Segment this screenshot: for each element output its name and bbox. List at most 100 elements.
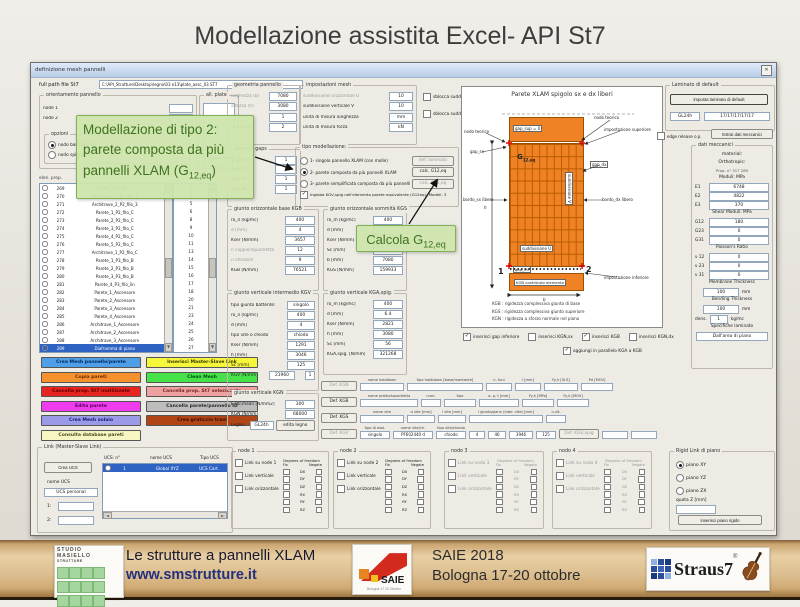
spessori-field[interactable]: 17/17/17/17/17	[704, 112, 770, 121]
prop-row-radio[interactable]	[42, 241, 48, 247]
checkbox[interactable]	[423, 110, 431, 118]
field-value[interactable]: 400	[285, 216, 315, 225]
prop-list-row[interactable]: 278 Parete_1_P3_filo_B	[40, 256, 164, 264]
fix-checkbox[interactable]	[283, 469, 290, 476]
negate-checkbox[interactable]	[417, 499, 424, 506]
scroll-right-icon[interactable]: ►	[218, 512, 227, 519]
quota-field[interactable]	[676, 505, 716, 514]
negate-checkbox[interactable]	[316, 484, 323, 491]
field[interactable]	[486, 383, 512, 392]
ucs-1-field[interactable]	[58, 502, 94, 511]
fix-checkbox[interactable]	[283, 484, 290, 491]
membrane-field[interactable]: 100	[703, 288, 739, 297]
field[interactable]: chiodo	[436, 431, 466, 440]
ucs-list-row[interactable]: 1 Global XYZ UCS Cart.	[103, 464, 227, 472]
footer-url[interactable]: www.smstrutture.it	[126, 567, 257, 583]
field[interactable]	[557, 399, 589, 408]
estrai-dati-button[interactable]: Estrai dati meccanici	[711, 129, 773, 139]
negate-checkbox[interactable]	[530, 476, 537, 483]
prop-row-radio[interactable]	[42, 329, 48, 335]
fix-checkbox[interactable]	[385, 469, 392, 476]
def-kgv-spig-button[interactable]: Def. KGV,spig	[559, 429, 599, 439]
num-list-item[interactable]: 11	[174, 240, 208, 248]
checkbox[interactable]	[528, 333, 536, 341]
field-value[interactable]: 0	[709, 262, 769, 271]
field-value[interactable]: 125	[287, 361, 315, 370]
field-value[interactable]: 300	[285, 400, 315, 409]
field-value[interactable]: 7080	[269, 92, 297, 101]
field-value[interactable]: 4	[287, 321, 315, 330]
field-value[interactable]: 0	[709, 271, 769, 280]
checkbox[interactable]	[235, 472, 243, 480]
action-button[interactable]: Copia pareti	[41, 372, 141, 383]
piano-xy-radio[interactable]	[676, 461, 684, 469]
fix-checkbox[interactable]	[496, 476, 503, 483]
field-value[interactable]: 4822	[709, 192, 769, 201]
opzione-radio-2[interactable]	[48, 151, 56, 159]
prop-list-row[interactable]: 277 Architrave_1_P2_filo_C	[40, 248, 164, 256]
checkbox[interactable]	[448, 472, 456, 480]
prop-list[interactable]: 269 Parete_3_P2_filo_3 270 Architrave_1_…	[39, 183, 173, 353]
prop-row-radio[interactable]	[42, 313, 48, 319]
fix-checkbox[interactable]	[385, 476, 392, 483]
prop-row-radio[interactable]	[42, 217, 48, 223]
prop-row-radio[interactable]	[42, 193, 48, 199]
negate-checkbox[interactable]	[530, 499, 537, 506]
field-value[interactable]: 1	[275, 175, 297, 184]
field-value[interactable]: 68000	[285, 410, 315, 419]
specifiche-field[interactable]: Dall'area di piano	[696, 332, 768, 341]
prop-list-row[interactable]: 282 Parete_1_Ascensore	[40, 288, 164, 296]
field[interactable]: 4	[469, 431, 485, 440]
def-kgn-button[interactable]: Def. KGN	[321, 381, 357, 391]
checkbox[interactable]	[556, 485, 564, 493]
negate-checkbox[interactable]	[315, 476, 322, 483]
prop-row-radio[interactable]	[42, 273, 48, 279]
fix-checkbox[interactable]	[604, 484, 611, 491]
negate-checkbox[interactable]	[639, 507, 646, 514]
prop-list-row[interactable]: 280 Parete_3_P3_filo_B	[40, 272, 164, 280]
prop-list-row[interactable]: 281 Parete_4_P3_filo_lin	[40, 280, 164, 288]
field-value[interactable]: 76521	[285, 266, 315, 275]
field[interactable]	[602, 431, 628, 440]
field[interactable]	[479, 399, 519, 408]
field[interactable]: 125	[536, 431, 556, 440]
fix-checkbox[interactable]	[385, 491, 392, 498]
piano-yz-radio[interactable]	[676, 474, 684, 482]
field-value[interactable]: 9	[285, 256, 315, 265]
num-list-item[interactable]: 26	[174, 336, 208, 344]
negate-checkbox[interactable]	[639, 469, 646, 476]
dens-field[interactable]: 1	[710, 315, 728, 324]
field[interactable]	[444, 399, 476, 408]
field-value[interactable]: 1	[275, 165, 297, 174]
radio[interactable]	[300, 168, 308, 176]
field-value[interactable]: 1	[275, 156, 297, 165]
fix-checkbox[interactable]	[496, 507, 503, 514]
field-value[interactable]: 4	[285, 226, 315, 235]
field-value[interactable]: 12	[285, 246, 315, 255]
prop-row-radio[interactable]	[42, 257, 48, 263]
field[interactable]: 46	[488, 431, 506, 440]
scroll-down-icon[interactable]: ▼	[209, 343, 216, 352]
prop-row-radio[interactable]	[42, 345, 48, 351]
fix-checkbox[interactable]	[283, 476, 290, 483]
checkbox[interactable]	[657, 132, 665, 140]
negate-checkbox[interactable]	[638, 476, 645, 483]
fix-checkbox[interactable]	[604, 507, 611, 514]
ucs-2-field[interactable]	[58, 516, 94, 525]
prop-row-radio[interactable]	[42, 305, 48, 311]
negate-checkbox[interactable]	[531, 469, 538, 476]
field[interactable]	[515, 383, 541, 392]
prop-list-row[interactable]: 272 Parete_1_P2_filo_C	[40, 208, 164, 216]
prop-row-radio[interactable]	[42, 249, 48, 255]
field[interactable]	[544, 383, 578, 392]
scroll-left-icon[interactable]: ◄	[103, 512, 112, 519]
field-value[interactable]: 400	[373, 216, 403, 225]
fix-checkbox[interactable]	[604, 476, 611, 483]
field-value[interactable]: 370	[709, 201, 769, 210]
num-list-item[interactable]: 9	[174, 224, 208, 232]
negate-checkbox[interactable]	[418, 469, 425, 476]
prop-row-radio[interactable]	[42, 297, 48, 303]
prop-list-row[interactable]: 288 Architrave_3_Ascensore	[40, 336, 164, 344]
negate-checkbox[interactable]	[638, 499, 645, 506]
ucs-list[interactable]: 1 Global XYZ UCS Cart. ◄ ►	[102, 463, 228, 519]
